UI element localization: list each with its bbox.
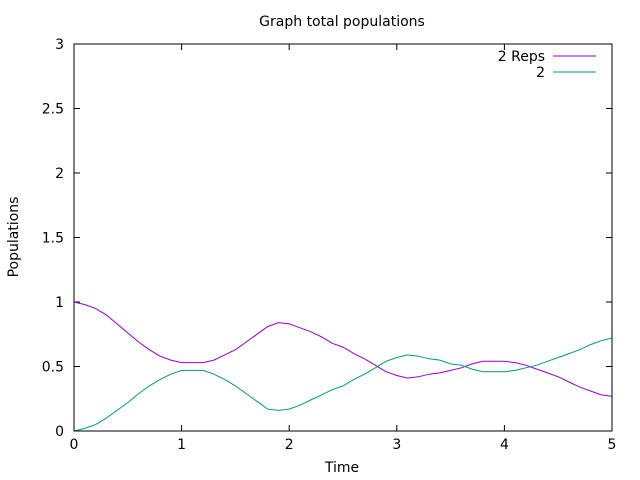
y-tick-label: 0: [55, 424, 64, 440]
tick-layer: 0 1 2 3 4 5 0 0.5 1 1.5 2 2.5 3: [42, 37, 617, 453]
y-axis-label: Populations: [6, 197, 22, 278]
series-line-2: [73, 337, 613, 432]
x-tick-label: 0: [70, 437, 79, 453]
y-tick-label: 1.5: [42, 231, 64, 247]
series-line-1: [73, 301, 613, 397]
y-tick-label: 2: [55, 166, 64, 182]
y-tick-label: 2.5: [42, 102, 64, 118]
x-axis-label: Time: [324, 460, 359, 476]
chart-title: Graph total populations: [259, 14, 425, 30]
x-tick-label: 3: [392, 437, 401, 453]
x-tick-label: 4: [500, 437, 509, 453]
plot-frame: [73, 43, 613, 432]
y-tick-label: 3: [55, 37, 64, 53]
y-tick-label: 1: [55, 295, 64, 311]
x-tick-label: 5: [608, 437, 617, 453]
legend-label: 2 Reps: [498, 49, 545, 65]
y-tick-label: 0.5: [42, 360, 64, 376]
x-tick-label: 1: [177, 437, 186, 453]
series-layer: [73, 301, 613, 432]
x-tick-label: 2: [285, 437, 294, 453]
legend-label: 2: [536, 65, 545, 81]
